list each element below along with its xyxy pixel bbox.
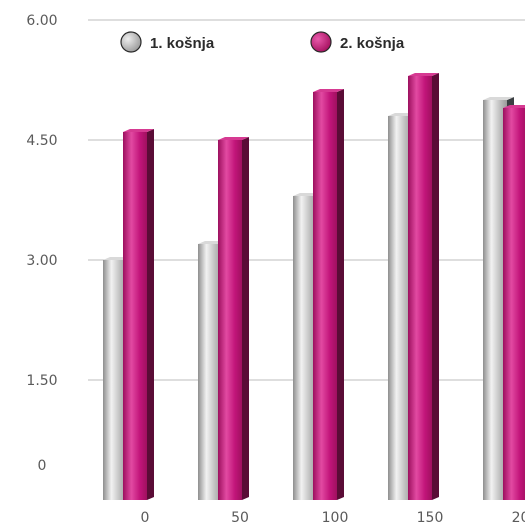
x-tick-label: 100	[322, 510, 349, 526]
y-tick-label: 1.50	[26, 373, 57, 389]
y-tick-label: 6.00	[26, 13, 57, 29]
bar-2-200	[503, 105, 525, 500]
legend: 1. košnja 2. košnja	[120, 31, 405, 53]
x-axis-ticks: 0 50 100 150 200	[141, 510, 525, 526]
bar-front	[313, 92, 337, 500]
bars	[103, 73, 525, 500]
bar-top	[483, 97, 514, 100]
bar-side	[337, 89, 344, 500]
x-tick-label: 50	[231, 510, 249, 526]
legend-item-series-1[interactable]: 1. košnja	[120, 31, 215, 53]
legend-marker-series-2	[310, 31, 332, 53]
bar-side	[147, 129, 154, 500]
bar-top	[123, 129, 154, 132]
bar-front	[408, 76, 432, 500]
x-tick-label: 200	[512, 510, 525, 526]
bar-front	[123, 132, 147, 500]
bar-front	[218, 140, 242, 500]
x-tick-label: 150	[417, 510, 444, 526]
y-axis-ticks: 0 1.50 3.00 4.50 6.00	[26, 13, 57, 474]
legend-item-series-2[interactable]: 2. košnja	[310, 31, 405, 53]
legend-marker-series-1	[120, 31, 142, 53]
y-tick-label: 4.50	[26, 133, 57, 149]
bar-side	[242, 137, 249, 500]
bar-top	[408, 73, 439, 76]
y-tick-label: 3.00	[26, 253, 57, 269]
bar-front	[503, 108, 525, 500]
bar-2-50	[218, 137, 249, 500]
bar-top	[218, 137, 249, 140]
y-tick-label: 0	[38, 458, 47, 474]
legend-label-series-1: 1. košnja	[150, 35, 215, 52]
legend-label-series-2: 2. košnja	[340, 35, 405, 52]
bar-top	[313, 89, 344, 92]
bar-side	[432, 73, 439, 500]
bar-2-100	[313, 89, 344, 500]
bar-2-150	[408, 73, 439, 500]
bar-2-0	[123, 129, 154, 500]
bar-top	[503, 105, 525, 108]
x-tick-label: 0	[141, 510, 150, 526]
